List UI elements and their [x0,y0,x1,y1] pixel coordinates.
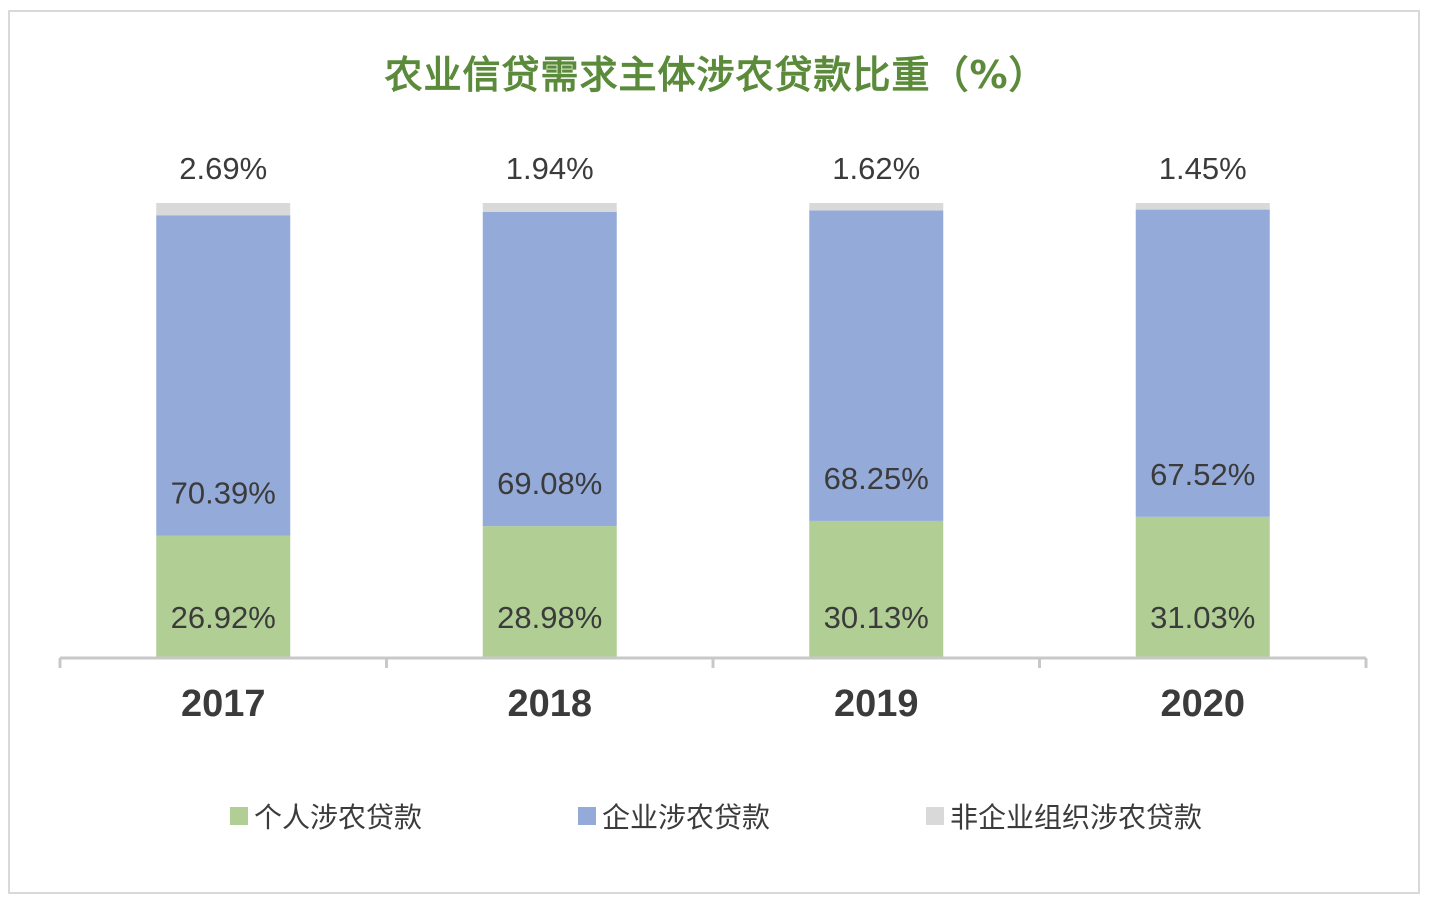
data-label-1-2018: 28.98% [497,600,602,635]
data-label-3-2018: 1.94% [506,151,594,186]
data-label-3-2020: 1.45% [1159,151,1247,186]
bar-segment-1-2019 [809,520,944,658]
bar-segment-3-2018 [482,203,617,212]
legend-item-1: 个人涉农贷款 [230,794,422,838]
bar-segment-2-2018 [482,211,617,527]
data-label-1-2017: 26.92% [171,600,276,635]
data-label-2-2020: 67.52% [1150,457,1255,492]
data-label-2-2017: 70.39% [171,476,276,511]
legend-label-2: 企业涉农贷款 [602,801,771,834]
legend-label-1: 个人涉农贷款 [254,801,423,834]
x-tick-label-2017: 2017 [181,683,266,725]
chart-legend: 个人涉农贷款 企业涉农贷款 非企业组织涉农贷款 [0,794,1432,838]
x-tick-label-2018: 2018 [507,683,592,725]
bar-segment-1-2017 [156,535,291,658]
bar-segment-1-2018 [482,526,617,658]
legend-item-3: 非企业组织涉农贷款 [926,794,1202,838]
chart-title: 农业信贷需求主体涉农贷款比重（%） [384,53,1048,97]
bar-segment-3-2020 [1135,203,1270,210]
data-label-2-2018: 69.08% [497,466,602,501]
bar-segment-2-2017 [156,215,291,536]
bar-segment-3-2019 [809,203,944,211]
data-label-1-2020: 31.03% [1150,600,1255,635]
data-label-1-2019: 30.13% [824,600,929,635]
data-label-2-2019: 68.25% [824,461,929,496]
legend-item-2: 企业涉农贷款 [578,794,770,838]
x-tick-label-2020: 2020 [1160,683,1245,725]
bar-segment-2-2020 [1135,209,1270,517]
bar-segment-3-2017 [156,203,291,216]
legend-swatch-1 [230,807,248,825]
x-tick-label-2019: 2019 [834,683,919,725]
bar-segment-1-2020 [1135,516,1270,658]
legend-swatch-3 [926,807,944,825]
data-label-3-2017: 2.69% [179,151,267,186]
legend-swatch-2 [578,807,596,825]
data-label-3-2019: 1.62% [832,151,920,186]
bar-segment-2-2019 [809,210,944,521]
legend-label-3: 非企业组织涉农贷款 [950,801,1203,834]
